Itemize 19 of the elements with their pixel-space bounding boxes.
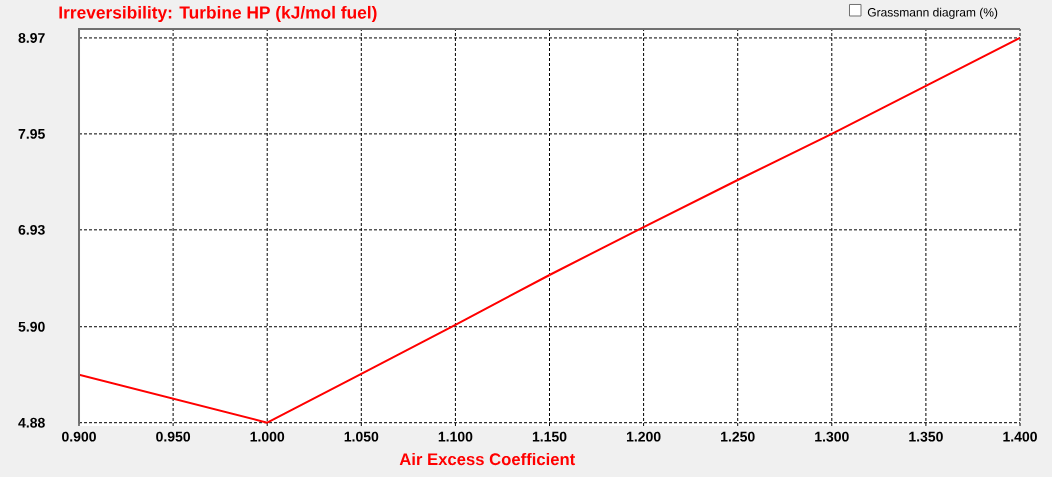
x-tick-label: 1.050 [344, 431, 379, 442]
y-tick-label: 5.90 [18, 321, 45, 332]
x-tick-label: 1.400 [1003, 431, 1037, 442]
y-tick-label: 6.93 [18, 224, 45, 235]
x-tick-label: 1.150 [532, 431, 567, 442]
x-tick-label: 1.350 [909, 431, 943, 442]
x-tick-label: 1.200 [626, 431, 661, 442]
x-tick-label: 1.250 [721, 431, 755, 442]
x-tick-label: 0.950 [156, 431, 191, 442]
y-tick-label: 4.88 [18, 417, 45, 428]
text: Grassmann diagram (%) [867, 7, 998, 19]
y-tick-label: 8.97 [18, 32, 45, 43]
y-tick-label: 7.95 [18, 128, 45, 139]
x-tick-label: 1.100 [438, 431, 473, 442]
x-axis-title: Air Excess Coefficient [399, 452, 576, 466]
chart-title: Irreversibility: Turbine HP (kJ/mol fuel) [59, 5, 377, 23]
x-tick-label: 0.900 [62, 431, 96, 442]
x-tick-label: 1.000 [250, 431, 285, 442]
x-tick-label: 1.300 [815, 431, 849, 442]
